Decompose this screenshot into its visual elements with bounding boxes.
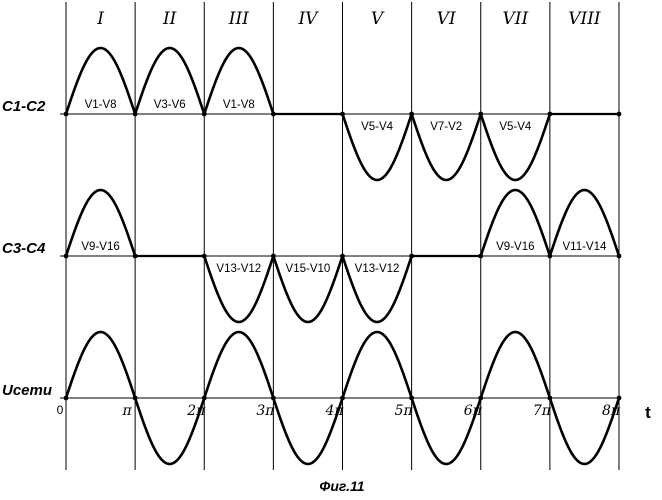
switch-pair-label: V5-V4 <box>361 121 394 133</box>
row-label: C1-C2 <box>2 98 46 115</box>
interval-label: I <box>96 9 104 29</box>
positive-half-wave <box>481 332 550 398</box>
switch-pair-label: V13-V12 <box>216 263 261 275</box>
junction-dot <box>409 112 414 117</box>
interval-label: II <box>162 9 177 29</box>
positive-half-wave <box>204 332 273 398</box>
axis-tick-label: 2π <box>186 403 206 419</box>
junction-dot <box>202 254 207 259</box>
interval-label: IV <box>297 9 319 29</box>
switch-pair-label: V5-V4 <box>499 121 532 133</box>
axis-variable-label: t <box>645 403 651 422</box>
signal-row: C3-C4 V9-V16 V13-V12 V15-V10 V13-V12 V9-V16 V1… <box>2 190 621 322</box>
junction-dot <box>409 396 414 401</box>
junction-dot <box>340 112 345 117</box>
junction-dot <box>478 396 483 401</box>
axis-tick-label: 6π <box>464 403 483 419</box>
switch-pair-label: V13-V12 <box>355 263 400 275</box>
junction-dot <box>340 396 345 401</box>
interval-label: VIII <box>568 9 601 29</box>
switch-pair-label: V9-V16 <box>81 241 119 253</box>
row-label: Uсети <box>2 382 52 399</box>
switch-pair-label: V15-V10 <box>286 263 331 275</box>
junction-dot <box>617 396 622 401</box>
junction-dot <box>202 112 207 117</box>
junction-dot <box>617 254 622 259</box>
signal-row: C1-C2 V1-V8 V3-V6 V1-V8 V5-V4 V7-V2 V5-V4 <box>2 48 621 180</box>
junction-dot <box>64 396 69 401</box>
switch-pair-label: V1-V8 <box>85 99 117 111</box>
junction-dot <box>617 112 622 117</box>
junction-dot <box>547 112 552 117</box>
junction-dot <box>547 396 552 401</box>
rows: C1-C2 V1-V8 V3-V6 V1-V8 V5-V4 V7-V2 V5-V4 C3-C4… <box>2 48 621 464</box>
switch-pair-label: V1-V8 <box>223 99 255 111</box>
junction-dot <box>133 112 138 117</box>
junction-dot <box>202 396 207 401</box>
junction-dot <box>271 254 276 259</box>
interval-label: VI <box>437 9 456 29</box>
figure-caption: Фиг.11 <box>319 478 364 494</box>
axis-tick-label: 8π <box>602 403 621 419</box>
axis-tick-label: 5π <box>395 403 414 419</box>
signal-row: Uсети <box>2 332 621 464</box>
row-label: C3-C4 <box>2 240 46 257</box>
axis-tick-label: 7π <box>533 403 552 419</box>
junction-dot <box>64 254 69 259</box>
switch-pair-label: V11-V14 <box>562 241 607 253</box>
junction-dot <box>64 112 69 117</box>
interval-labels: IIIIIIIVVVIVIIVIII <box>96 9 601 29</box>
junction-dot <box>340 254 345 259</box>
junction-dot <box>409 254 414 259</box>
switch-pair-label: V9-V16 <box>496 241 534 253</box>
interval-label: V <box>371 9 385 29</box>
positive-half-wave <box>66 332 135 398</box>
junction-dot <box>271 396 276 401</box>
time-axis: 0 π 2π 3π 4π 5π 6π 7π 8π t <box>57 403 652 422</box>
junction-dot <box>547 254 552 259</box>
axis-tick-label: π <box>122 403 133 419</box>
interval-label: VII <box>502 9 528 29</box>
junction-dot <box>133 254 138 259</box>
junction-dot <box>271 112 276 117</box>
axis-tick-label: 4π <box>324 403 344 419</box>
junction-dot <box>133 396 138 401</box>
junction-dot <box>478 254 483 259</box>
axis-tick-label: 3π <box>256 403 275 419</box>
junction-dot <box>478 112 483 117</box>
positive-half-wave <box>343 332 412 398</box>
switch-pair-label: V3-V6 <box>154 99 186 111</box>
switch-pair-label: V7-V2 <box>430 121 462 133</box>
axis-origin-label: 0 <box>57 403 64 417</box>
interval-label: III <box>228 9 249 29</box>
